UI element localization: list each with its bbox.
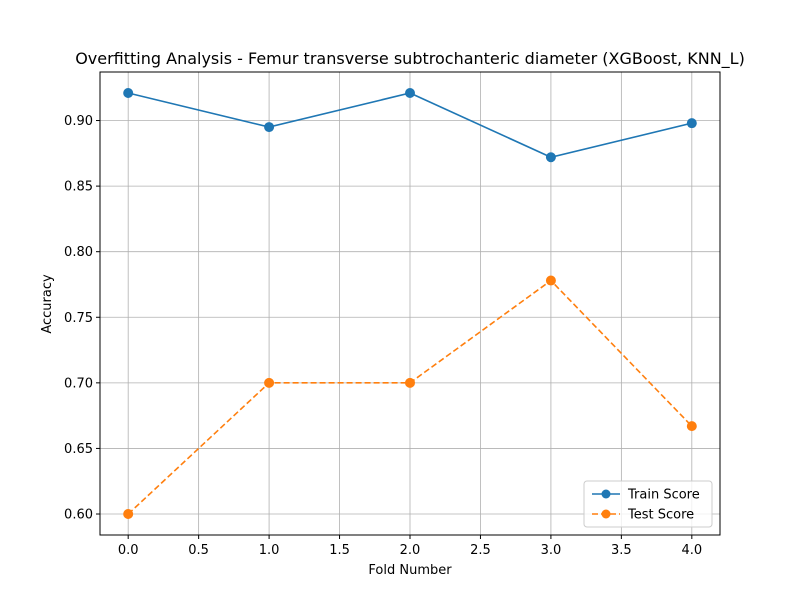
x-tick-label: 1.0 <box>259 543 280 558</box>
y-axis-label: Accuracy <box>40 274 55 334</box>
test-score-point <box>545 275 556 286</box>
y-tick-label: 0.60 <box>64 508 93 523</box>
train-score-series <box>123 87 697 163</box>
series-layer <box>123 87 697 520</box>
y-tick-label: 0.80 <box>64 245 93 260</box>
x-tick-label: 1.5 <box>329 543 350 558</box>
chart-title: Overfitting Analysis - Femur transverse … <box>75 49 745 69</box>
test-score-point <box>264 377 275 388</box>
test-score-point <box>123 509 134 520</box>
train-score-point <box>405 87 415 98</box>
x-tick-label: 2.0 <box>400 543 421 558</box>
legend-label: Test Score <box>627 508 694 523</box>
legend-label: Train Score <box>627 488 700 503</box>
legend: Train Score Test Score <box>583 480 713 528</box>
y-tick-label: 0.90 <box>64 114 93 129</box>
x-tick-label: 3.0 <box>541 543 562 558</box>
y-tick-label: 0.70 <box>64 376 93 391</box>
train-score-point <box>264 122 275 133</box>
x-tick-label: 4.0 <box>681 543 702 558</box>
y-tick-label: 0.85 <box>64 180 93 195</box>
test-score-point <box>686 421 697 432</box>
legend-box <box>583 480 713 528</box>
y-tick-label: 0.65 <box>64 442 93 457</box>
x-tick-label: 0.5 <box>188 543 209 558</box>
test-score-point <box>405 377 415 388</box>
train-score-point <box>545 152 556 163</box>
train-score-point <box>686 118 697 129</box>
legend-marker <box>601 489 611 499</box>
test-score-series <box>123 275 697 520</box>
legend-marker <box>601 509 611 519</box>
x-tick-label: 2.5 <box>470 543 491 558</box>
y-tick-label: 0.75 <box>64 311 93 326</box>
x-tick-label: 3.5 <box>611 543 632 558</box>
x-axis-label: Fold Number <box>368 563 452 578</box>
legend-item-test-score: Test Score <box>592 508 694 523</box>
x-tick-label: 0.0 <box>118 543 139 558</box>
legend-item-train-score: Train Score <box>592 488 700 503</box>
axes: 0.0 0.5 1.0 1.5 2.0 2.5 3.0 3.5 4.0 0.60 0.65 0.70 0… <box>64 71 721 558</box>
train-score-point <box>123 87 134 98</box>
